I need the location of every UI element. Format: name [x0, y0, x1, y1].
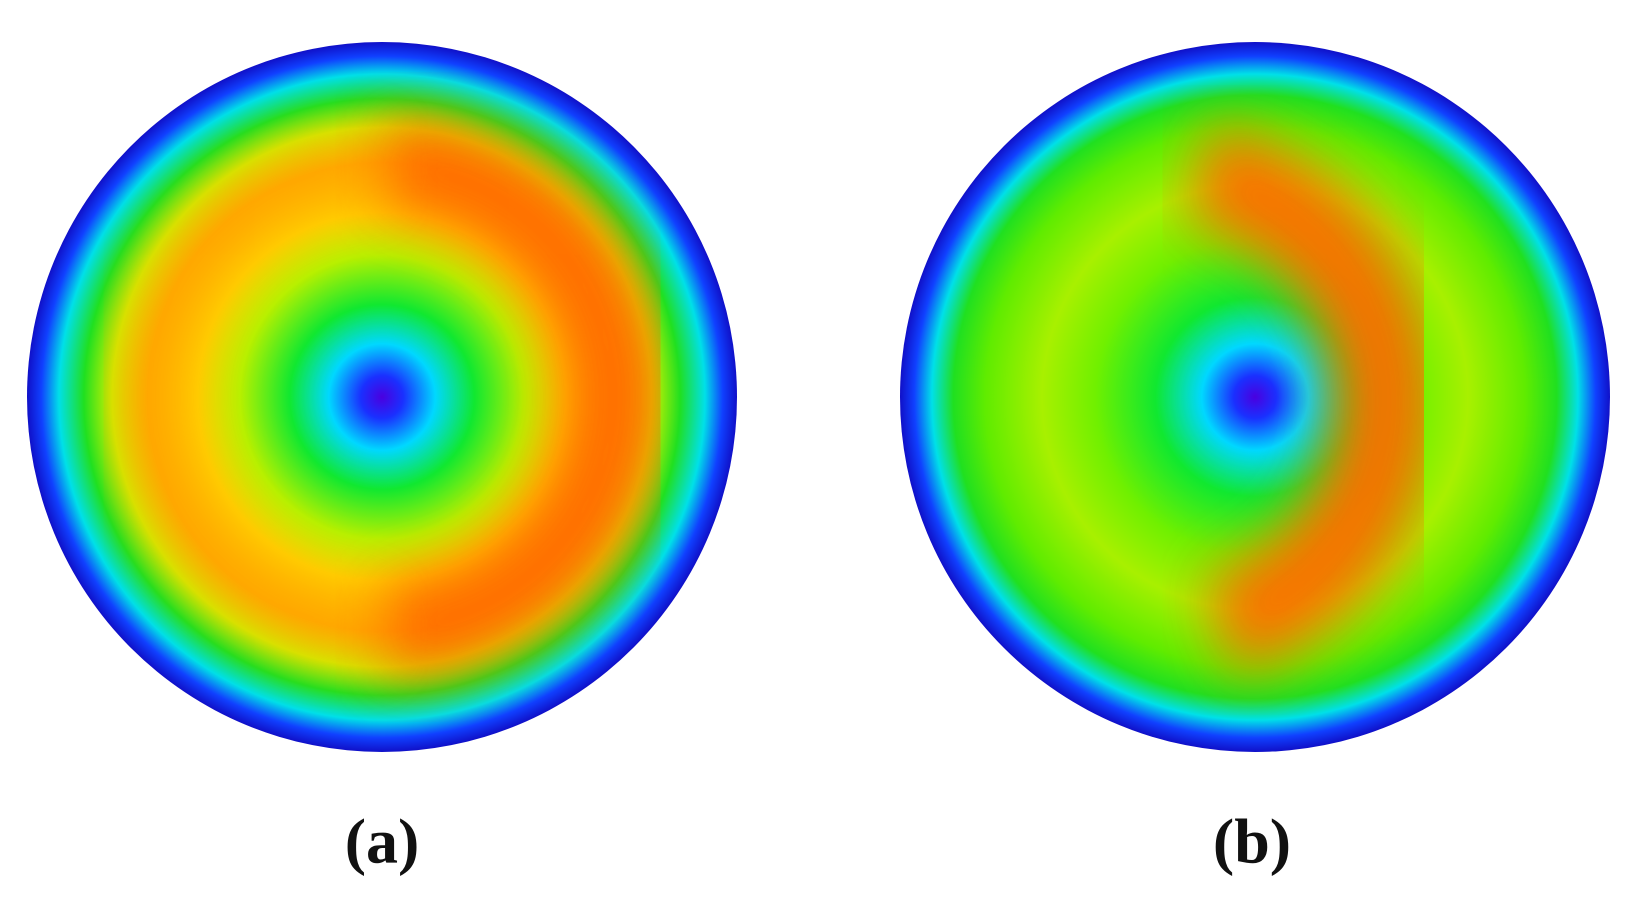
- hot-band: [120, 117, 662, 677]
- panel-label: (a): [345, 806, 420, 877]
- panel-label: (b): [1213, 806, 1291, 877]
- panel-b-map: [900, 42, 1610, 752]
- hot-band: [1189, 125, 1437, 673]
- disc: [900, 42, 1610, 752]
- panel-a-map: [27, 42, 737, 752]
